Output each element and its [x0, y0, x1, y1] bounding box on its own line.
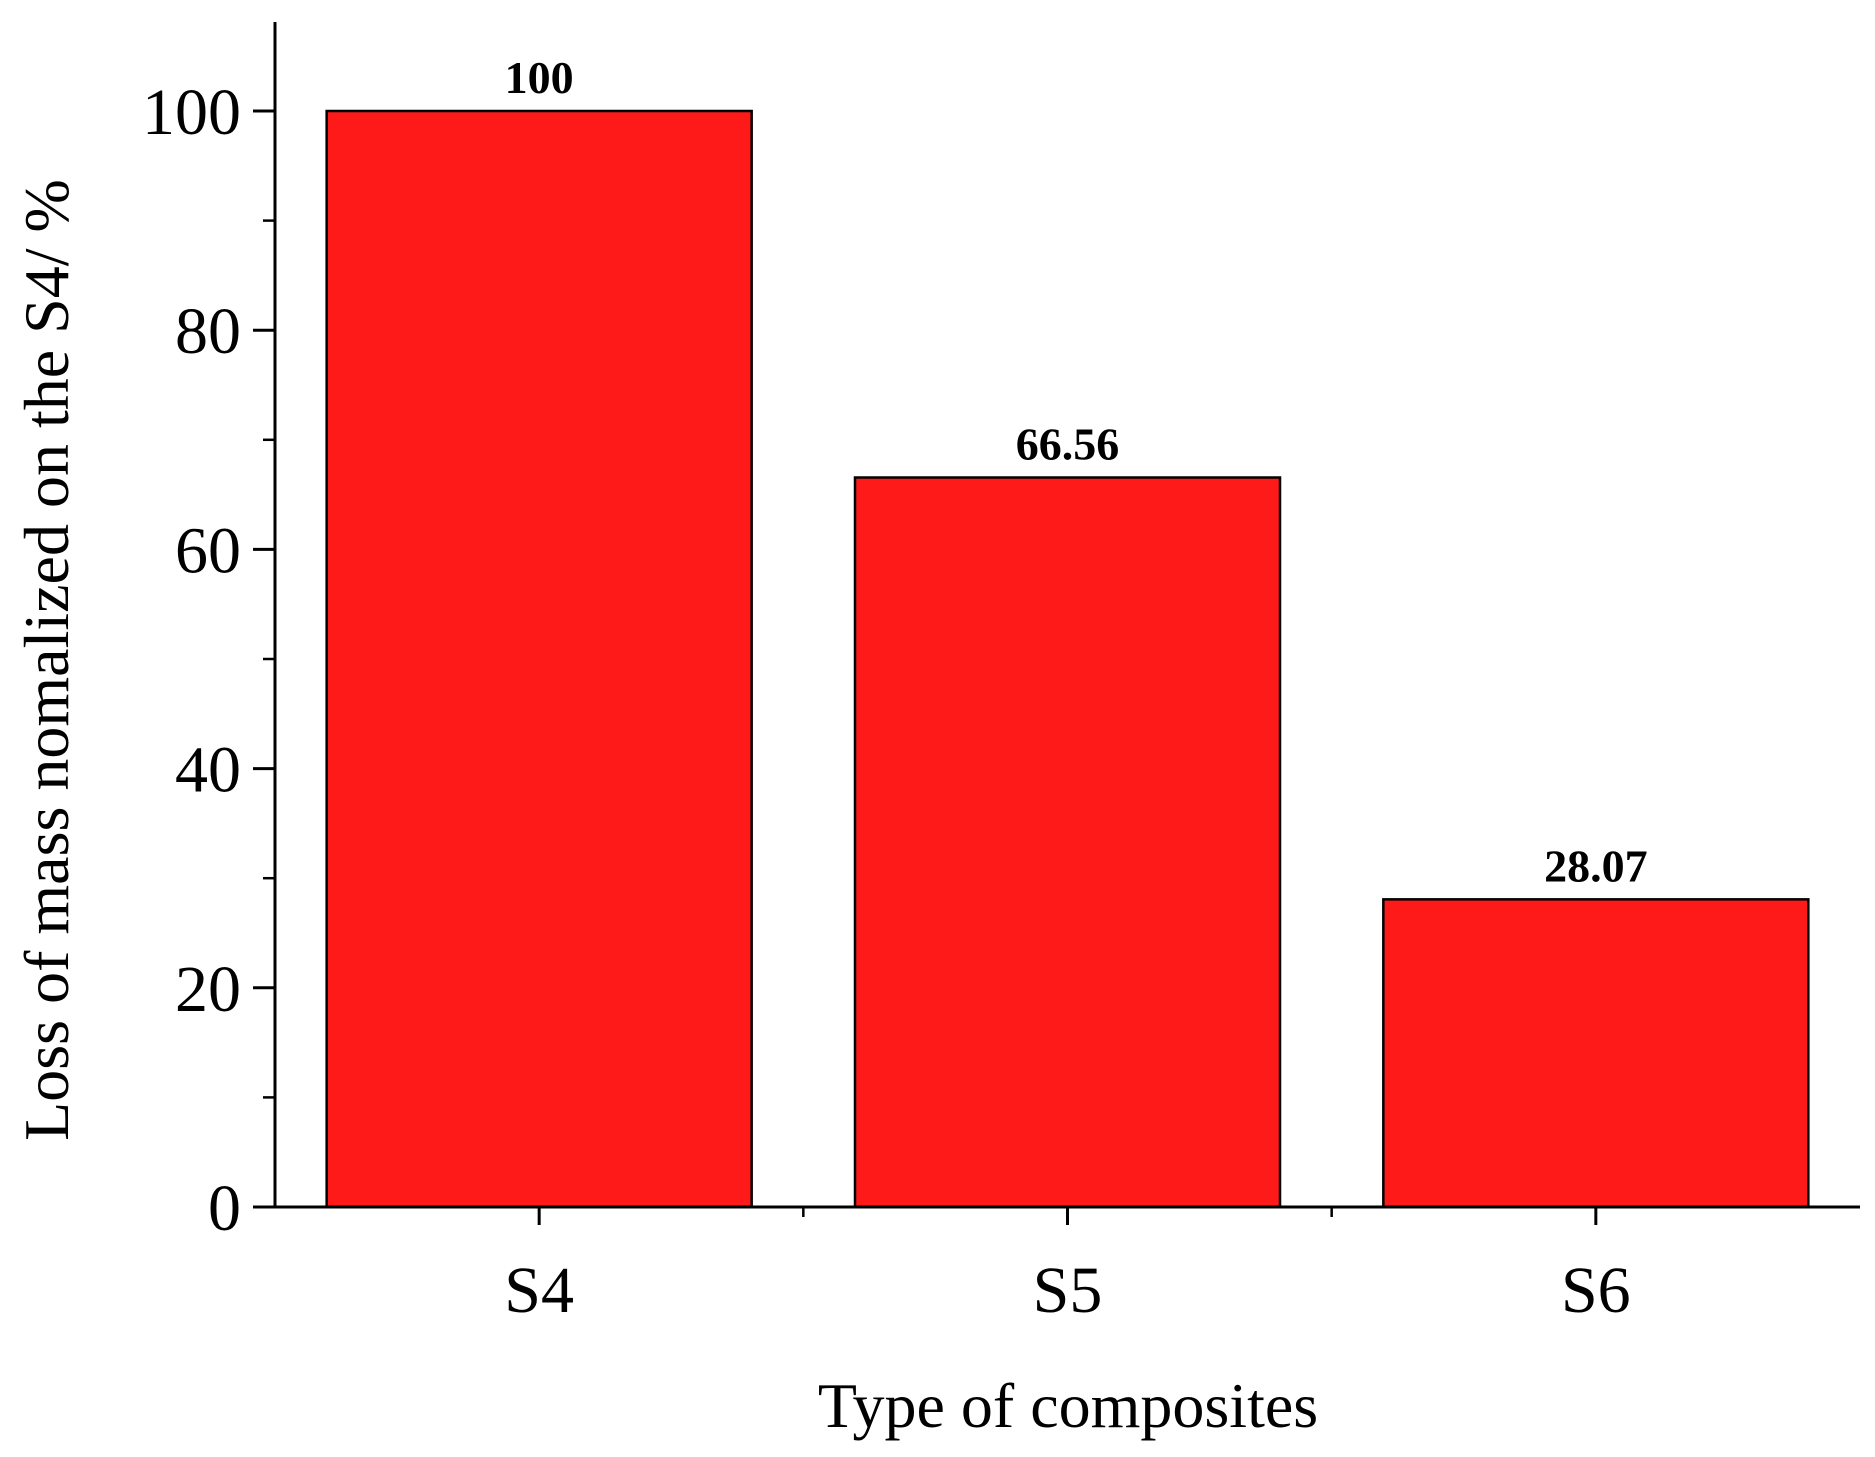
- y-tick-label-100: 100: [142, 76, 241, 149]
- labels-layer: 100 S4 66.56 S5 28.07 S6 0 20 40 60 80 100: [142, 52, 1648, 1327]
- bar-s4: [325, 109, 753, 1209]
- y-axis-title: Loss of mass nomalized on the S4/ %: [11, 179, 82, 1141]
- data-label-s6: 28.07: [1544, 840, 1648, 891]
- x-tick-label-s6: S6: [1561, 1254, 1631, 1327]
- y-tick-label-40: 40: [175, 734, 241, 807]
- y-tick-label-60: 60: [175, 514, 241, 587]
- y-tick-label-0: 0: [208, 1172, 241, 1245]
- y-tick-label-20: 20: [175, 953, 241, 1026]
- y-tick-label-80: 80: [175, 295, 241, 368]
- bar-s5: [853, 476, 1282, 1209]
- bars-layer: [325, 109, 1810, 1209]
- bar-s6: [1382, 898, 1810, 1209]
- axes-layer: [253, 22, 1860, 1225]
- data-label-s5: 66.56: [1016, 419, 1120, 470]
- x-tick-label-s4: S4: [504, 1254, 574, 1327]
- data-label-s4: 100: [505, 52, 574, 103]
- x-axis-title: Type of composites: [818, 1370, 1318, 1441]
- x-tick-label-s5: S5: [1033, 1254, 1103, 1327]
